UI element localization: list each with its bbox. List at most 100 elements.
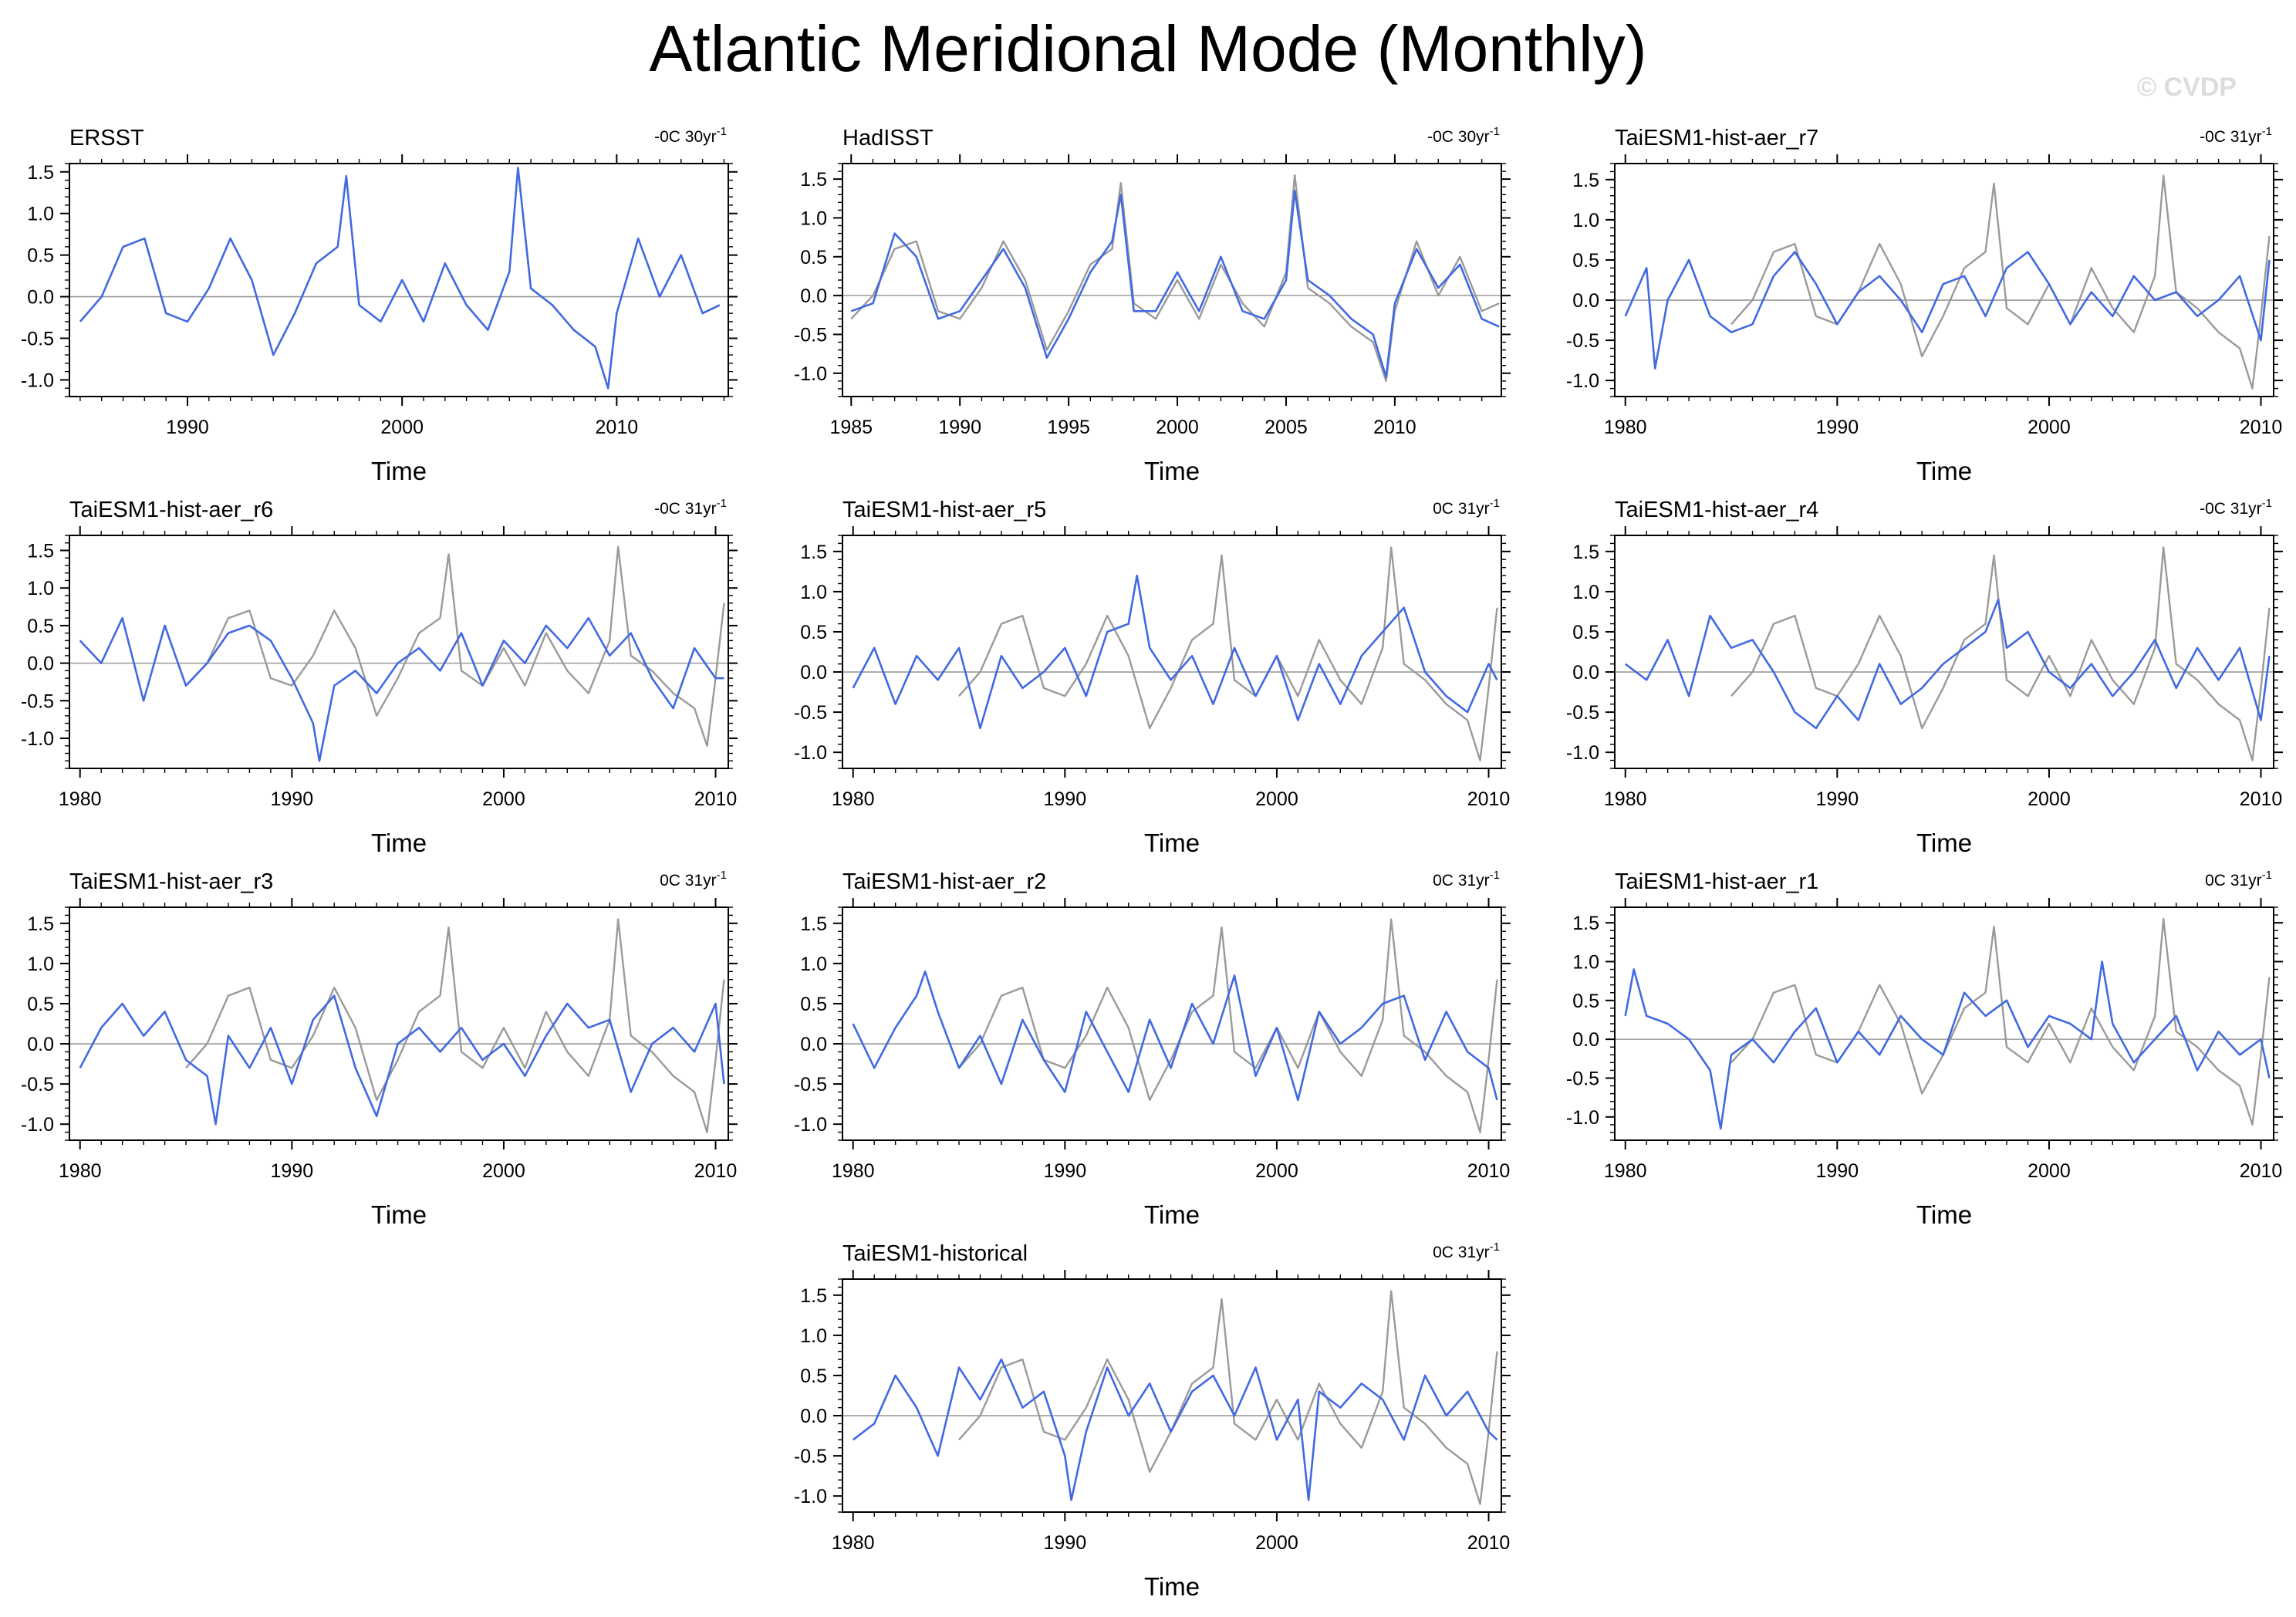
- y-tick-label: 0.0: [800, 285, 827, 307]
- panel-title: TaiESM1-hist-aer_r3: [69, 869, 273, 894]
- chart-panel: 1.5 1.0 0.5 0.0 -0.5 -1.0 1980 1990 2000 2010 TaiE…: [21, 869, 738, 1229]
- x-axis-label: Time: [371, 1200, 427, 1229]
- y-tick-label: 0.0: [1572, 662, 1599, 684]
- y-tick-label: 0.5: [1572, 250, 1599, 272]
- x-tick-label: 2005: [1264, 417, 1308, 438]
- panel-title: TaiESM1-hist-aer_r1: [1615, 869, 1818, 894]
- y-tick-label: -1.0: [1566, 1107, 1599, 1129]
- x-tick-label: 1990: [1816, 417, 1859, 438]
- y-tick-label: 1.5: [27, 540, 54, 562]
- y-tick-label: -0.5: [794, 1074, 827, 1095]
- chart-panel: 1.5 1.0 0.5 0.0 -0.5 -1.0 1985 1990 1995 2000 2005…: [794, 125, 1511, 485]
- x-tick-label: 1980: [832, 788, 875, 810]
- panel-title: HadISST: [842, 126, 934, 150]
- y-tick-label: 1.5: [27, 913, 54, 935]
- x-tick-label: 1980: [1604, 788, 1647, 810]
- panel-title: TaiESM1-hist-aer_r6: [69, 498, 273, 522]
- panel-title: TaiESM1-hist-aer_r7: [1615, 126, 1818, 150]
- plot-frame: [842, 906, 1502, 1141]
- y-tick-label: 0.0: [27, 287, 54, 309]
- x-tick-label: 1990: [938, 417, 981, 438]
- y-tick-label: -1.0: [794, 742, 827, 764]
- model-series-line: [852, 574, 1498, 730]
- y-tick-label: -1.0: [794, 1114, 827, 1136]
- trend-exponent: -1: [1490, 125, 1500, 138]
- trend-text: -0C 31yr: [654, 500, 717, 518]
- y-tick-label: 1.0: [800, 1325, 827, 1347]
- y-tick-label: 1.0: [800, 954, 827, 975]
- y-tick-label: -0.5: [21, 1074, 54, 1095]
- y-tick-label: 1.5: [800, 913, 827, 935]
- x-tick-label: 2000: [2028, 417, 2071, 438]
- trend-annotation: 0C 31yr-1: [1433, 869, 1500, 890]
- y-tick-label: 0.0: [27, 653, 54, 675]
- trend-annotation: 0C 31yr-1: [2205, 869, 2272, 890]
- x-tick-label: 2010: [2240, 1160, 2283, 1182]
- x-tick-label: 1980: [1604, 417, 1647, 438]
- x-tick-label: 1990: [1044, 1160, 1087, 1182]
- x-axis-label: Time: [1144, 829, 1200, 857]
- x-tick-label: 2010: [1467, 1532, 1511, 1554]
- y-tick-label: 0.0: [1572, 290, 1599, 312]
- trend-annotation: -0C 30yr-1: [654, 125, 727, 146]
- obs-series-line: [185, 918, 725, 1133]
- x-tick-label: 2000: [1255, 1160, 1298, 1182]
- obs-series-line: [958, 918, 1498, 1133]
- y-tick-label: -0.5: [1566, 702, 1599, 724]
- x-axis-label: Time: [371, 457, 427, 485]
- model-series-line: [79, 994, 725, 1126]
- panel-title: ERSST: [69, 126, 144, 150]
- trend-annotation: 0C 31yr-1: [660, 869, 727, 890]
- x-axis-label: Time: [1916, 457, 1972, 485]
- panel-title: TaiESM1-hist-aer_r4: [1615, 498, 1818, 522]
- x-tick-label: 2010: [1467, 1160, 1511, 1182]
- trend-text: -0C 30yr: [1427, 128, 1490, 146]
- trend-exponent: -1: [2262, 125, 2272, 138]
- plot-frame: [842, 535, 1502, 769]
- model-series-line: [852, 971, 1498, 1102]
- y-tick-label: 0.5: [800, 994, 827, 1015]
- trend-text: -0C 31yr: [2200, 128, 2262, 146]
- y-tick-label: 0.0: [800, 662, 827, 684]
- trend-exponent: -1: [717, 125, 727, 138]
- y-tick-label: 1.5: [800, 169, 827, 191]
- y-tick-label: 0.0: [27, 1034, 54, 1055]
- x-tick-label: 2000: [1156, 417, 1199, 438]
- panel-title: TaiESM1-hist-aer_r5: [842, 498, 1046, 522]
- y-tick-label: 0.5: [800, 1366, 827, 1387]
- x-tick-label: 1985: [829, 417, 873, 438]
- x-tick-label: 2010: [2240, 417, 2283, 438]
- y-tick-label: -0.5: [794, 1446, 827, 1467]
- trend-exponent: -1: [717, 497, 727, 510]
- model-series-line: [1624, 598, 2271, 730]
- trend-annotation: -0C 31yr-1: [2200, 497, 2272, 518]
- y-tick-label: 0.5: [27, 994, 54, 1015]
- trend-text: 0C 31yr: [1433, 872, 1490, 890]
- y-tick-label: 1.5: [800, 542, 827, 563]
- y-tick-label: 0.5: [27, 616, 54, 637]
- x-tick-label: 2010: [1467, 788, 1511, 810]
- y-tick-label: 1.0: [27, 204, 54, 225]
- trend-exponent: -1: [2262, 869, 2272, 882]
- x-tick-label: 2000: [1255, 1532, 1298, 1554]
- y-tick-label: 1.5: [1572, 170, 1599, 191]
- trend-exponent: -1: [2262, 497, 2272, 510]
- trend-text: -0C 30yr: [654, 128, 717, 146]
- y-tick-label: 1.5: [800, 1285, 827, 1307]
- x-tick-label: 2010: [2240, 788, 2283, 810]
- plot-frame: [69, 163, 729, 397]
- trend-text: 0C 31yr: [1433, 1244, 1490, 1261]
- y-tick-label: 0.5: [1572, 991, 1599, 1012]
- y-tick-label: 1.5: [27, 162, 54, 184]
- trend-annotation: 0C 31yr-1: [1433, 1241, 1500, 1261]
- y-tick-label: -0.5: [794, 324, 827, 346]
- chart-panel: 1.5 1.0 0.5 0.0 -0.5 -1.0 1980 1990 2000 2010 TaiE…: [1566, 497, 2283, 857]
- trend-annotation: 0C 31yr-1: [1433, 497, 1500, 518]
- trend-annotation: -0C 31yr-1: [2200, 125, 2272, 146]
- x-axis-label: Time: [1144, 1200, 1200, 1229]
- chart-panel: 1.5 1.0 0.5 0.0 -0.5 -1.0 1980 1990 2000 2010 TaiE…: [794, 869, 1511, 1229]
- x-tick-label: 1980: [1604, 1160, 1647, 1182]
- x-tick-label: 2000: [2028, 1160, 2071, 1182]
- plot-frame: [69, 906, 729, 1141]
